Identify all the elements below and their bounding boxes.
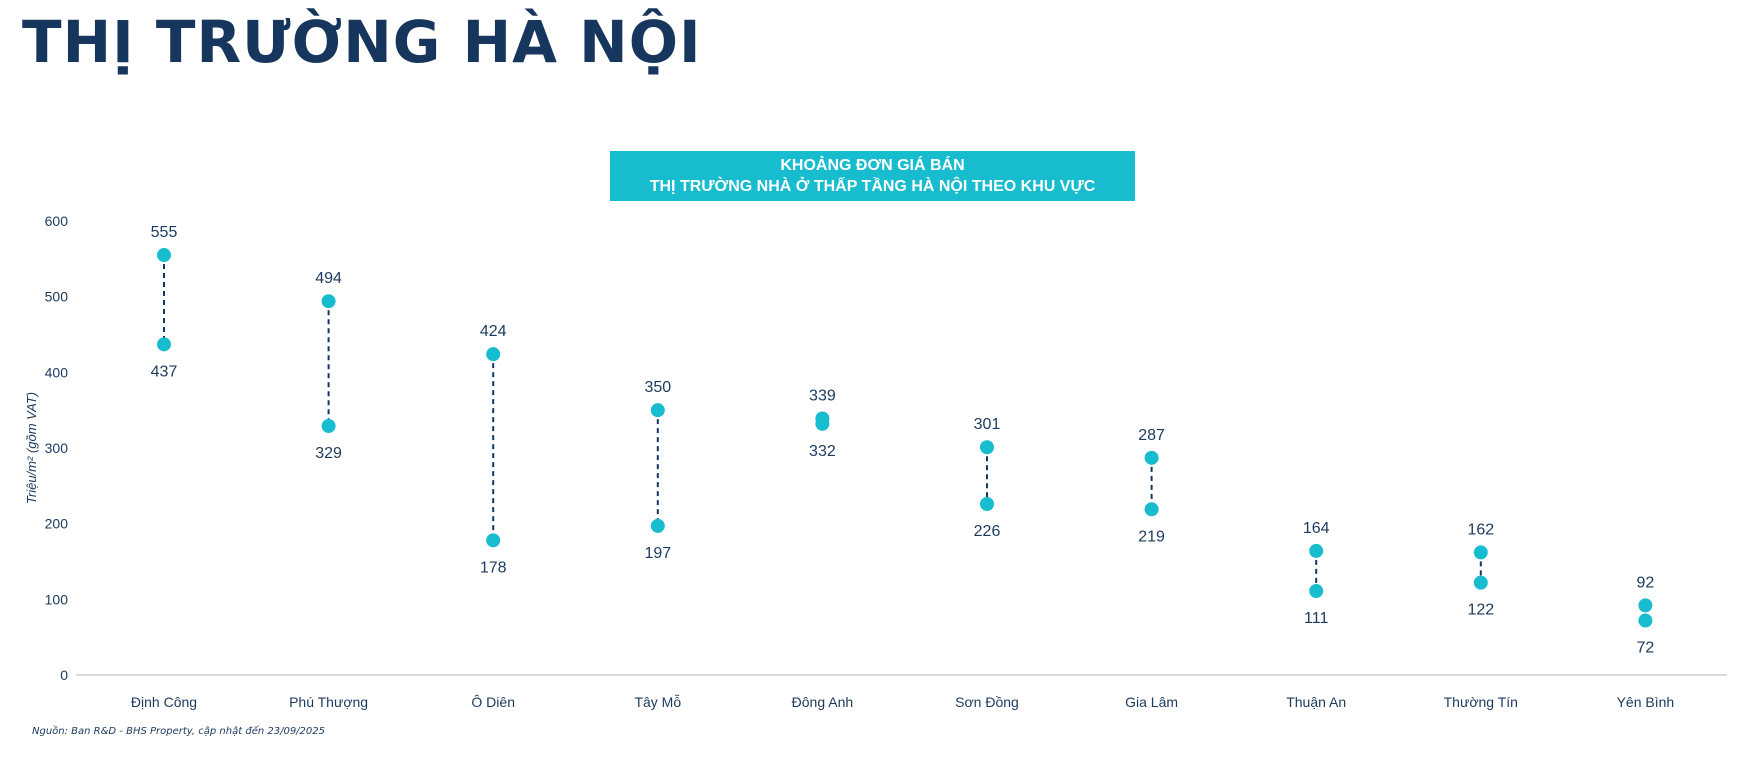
min-point <box>980 496 994 511</box>
page-title: THỊ TRƯỜNG HÀ NỘI <box>22 8 702 76</box>
max-value-label: 92 <box>1637 574 1655 591</box>
max-value-label: 494 <box>315 270 342 287</box>
x-category-label: Định Công <box>131 694 197 710</box>
min-point <box>486 533 501 548</box>
x-category-label: Thường Tín <box>1444 694 1518 710</box>
y-tick-label: 200 <box>45 516 69 532</box>
chart-title-line-1: KHOẢNG ĐƠN GIÁ BÁN <box>780 157 965 174</box>
y-tick-label: 400 <box>45 364 69 380</box>
min-point <box>1144 502 1159 517</box>
x-category-label: Tây Mỗ <box>634 694 681 710</box>
max-point <box>1144 450 1159 465</box>
max-point <box>1309 543 1324 558</box>
x-category-label: Ô Diên <box>471 694 515 710</box>
max-point <box>321 294 336 309</box>
source-footnote: Nguồn: Ban R&D - BHS Property, cập nhật … <box>32 726 325 737</box>
min-point <box>157 337 171 352</box>
min-value-label: 178 <box>480 559 507 576</box>
x-category-label: Phú Thượng <box>289 694 368 710</box>
chart-title-line-2: THỊ TRƯỜNG NHÀ Ở THẤP TẦNG HÀ NỘI THEO K… <box>649 178 1096 195</box>
max-value-label: 350 <box>644 379 671 396</box>
y-tick-label: 0 <box>60 667 68 683</box>
max-value-label: 424 <box>480 323 507 340</box>
x-category-label: Đông Anh <box>792 694 854 710</box>
max-value-label: 164 <box>1303 520 1330 537</box>
x-category-label: Thuận An <box>1286 694 1346 710</box>
max-value-label: 162 <box>1467 521 1494 538</box>
max-point <box>157 248 171 263</box>
min-point <box>1638 613 1653 628</box>
max-point <box>980 440 994 455</box>
min-value-label: 219 <box>1138 528 1165 545</box>
min-point <box>650 518 665 533</box>
max-point <box>1638 598 1653 613</box>
max-point <box>1473 545 1488 560</box>
min-value-label: 122 <box>1467 602 1494 619</box>
y-tick-label: 600 <box>45 213 69 229</box>
max-point <box>486 347 501 362</box>
max-value-label: 301 <box>974 416 1001 433</box>
max-value-label: 339 <box>809 387 836 404</box>
min-value-label: 226 <box>974 523 1001 540</box>
x-category-label: Yên Bình <box>1617 694 1675 710</box>
min-value-label: 111 <box>1304 610 1328 627</box>
min-point <box>1473 575 1488 590</box>
chart-title: KHOẢNG ĐƠN GIÁ BÁN THỊ TRƯỜNG NHÀ Ở THẤP… <box>610 151 1135 201</box>
min-point <box>1309 584 1324 599</box>
y-tick-label: 300 <box>45 440 69 456</box>
min-value-label: 72 <box>1637 640 1655 657</box>
max-value-label: 555 <box>151 224 178 241</box>
y-tick-label: 100 <box>45 591 69 607</box>
x-category-label: Gia Lâm <box>1125 694 1178 710</box>
min-value-label: 329 <box>315 445 342 462</box>
max-point <box>650 403 665 418</box>
min-value-label: 332 <box>809 443 836 460</box>
min-point <box>815 416 830 431</box>
max-value-label: 287 <box>1138 427 1165 444</box>
min-value-label: 437 <box>151 363 178 380</box>
x-category-label: Sơn Đồng <box>955 694 1019 710</box>
y-tick-label: 500 <box>45 289 69 305</box>
min-point <box>321 419 336 434</box>
y-axis-label: Triệu/m² (gồm VAT) <box>24 392 39 504</box>
min-value-label: 197 <box>644 545 671 562</box>
